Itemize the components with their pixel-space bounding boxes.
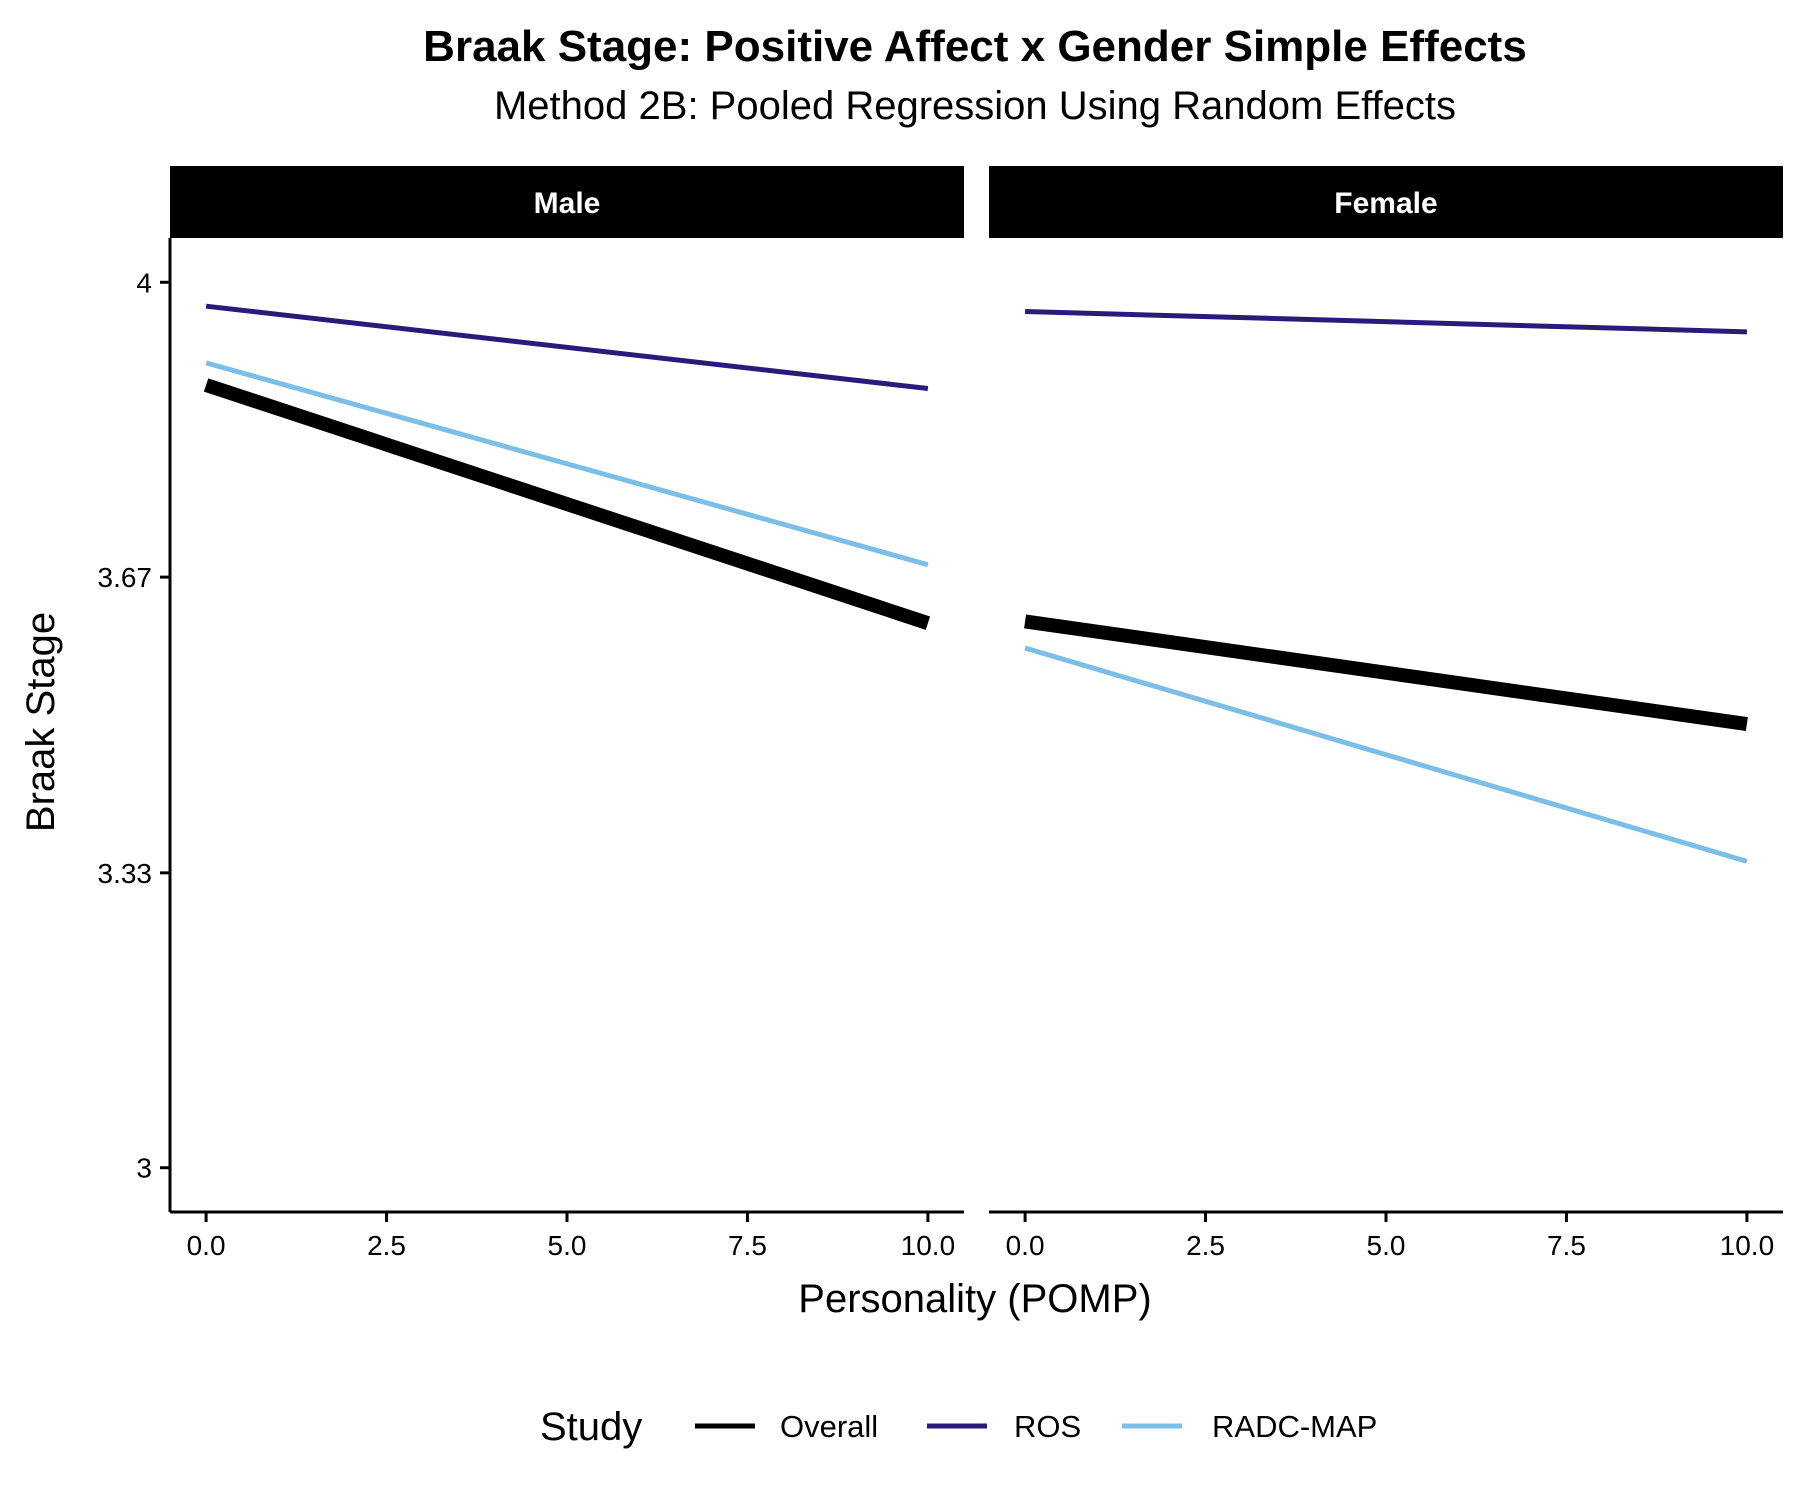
facet-strip [989,166,1783,238]
chart-subtitle: Method 2B: Pooled Regression Using Rando… [494,84,1456,128]
panel-female: Female 0.0 2.5 5.0 7.5 10.0 [989,166,1783,1261]
series-line-ros [205,303,929,392]
x-tick-label: 2.5 [1186,1230,1225,1261]
series-line-overall [1024,614,1748,732]
x-tick-label: 5.0 [548,1230,587,1261]
legend-label-overall: Overall [780,1409,878,1444]
series-line-overall [203,378,931,630]
legend-label-radc-map: RADC-MAP [1212,1409,1377,1444]
legend: Study Overall ROS RADC-MAP [540,1405,1377,1449]
x-tick-label: 0.0 [1006,1230,1045,1261]
legend-label-ros: ROS [1014,1409,1081,1444]
series-line-ros [1025,308,1747,335]
facet-strip-label: Female [1334,187,1437,220]
y-tick-label: 4 [136,267,152,298]
x-tick-label: 5.0 [1367,1230,1406,1261]
panels: Male 0.0 2.5 5.0 7.5 10.0 3 3.33 3.67 4 Female 0.0 2… [98,166,1783,1261]
x-tick-label: 2.5 [367,1230,406,1261]
x-axis-title: Personality (POMP) [798,1277,1151,1321]
panel-male: Male 0.0 2.5 5.0 7.5 10.0 3 3.33 3.67 4 [98,166,964,1261]
x-tick-label: 10.0 [1720,1230,1775,1261]
y-tick-label: 3 [136,1153,152,1184]
facet-strip-label: Male [534,187,601,220]
chart-title: Braak Stage: Positive Affect x Gender Si… [423,22,1527,71]
x-tick-label: 7.5 [1547,1230,1586,1261]
y-tick-label: 3.67 [98,562,153,593]
y-axis-title: Braak Stage [19,612,63,832]
series-line-radc-map [1024,645,1748,864]
x-tick-label: 7.5 [728,1230,767,1261]
x-tick-label: 10.0 [901,1230,956,1261]
facet-strip [170,166,964,238]
x-tick-label: 0.0 [187,1230,226,1261]
y-tick-label: 3.33 [98,858,153,889]
series-line-radc-map [205,360,929,568]
legend-title: Study [540,1405,642,1449]
